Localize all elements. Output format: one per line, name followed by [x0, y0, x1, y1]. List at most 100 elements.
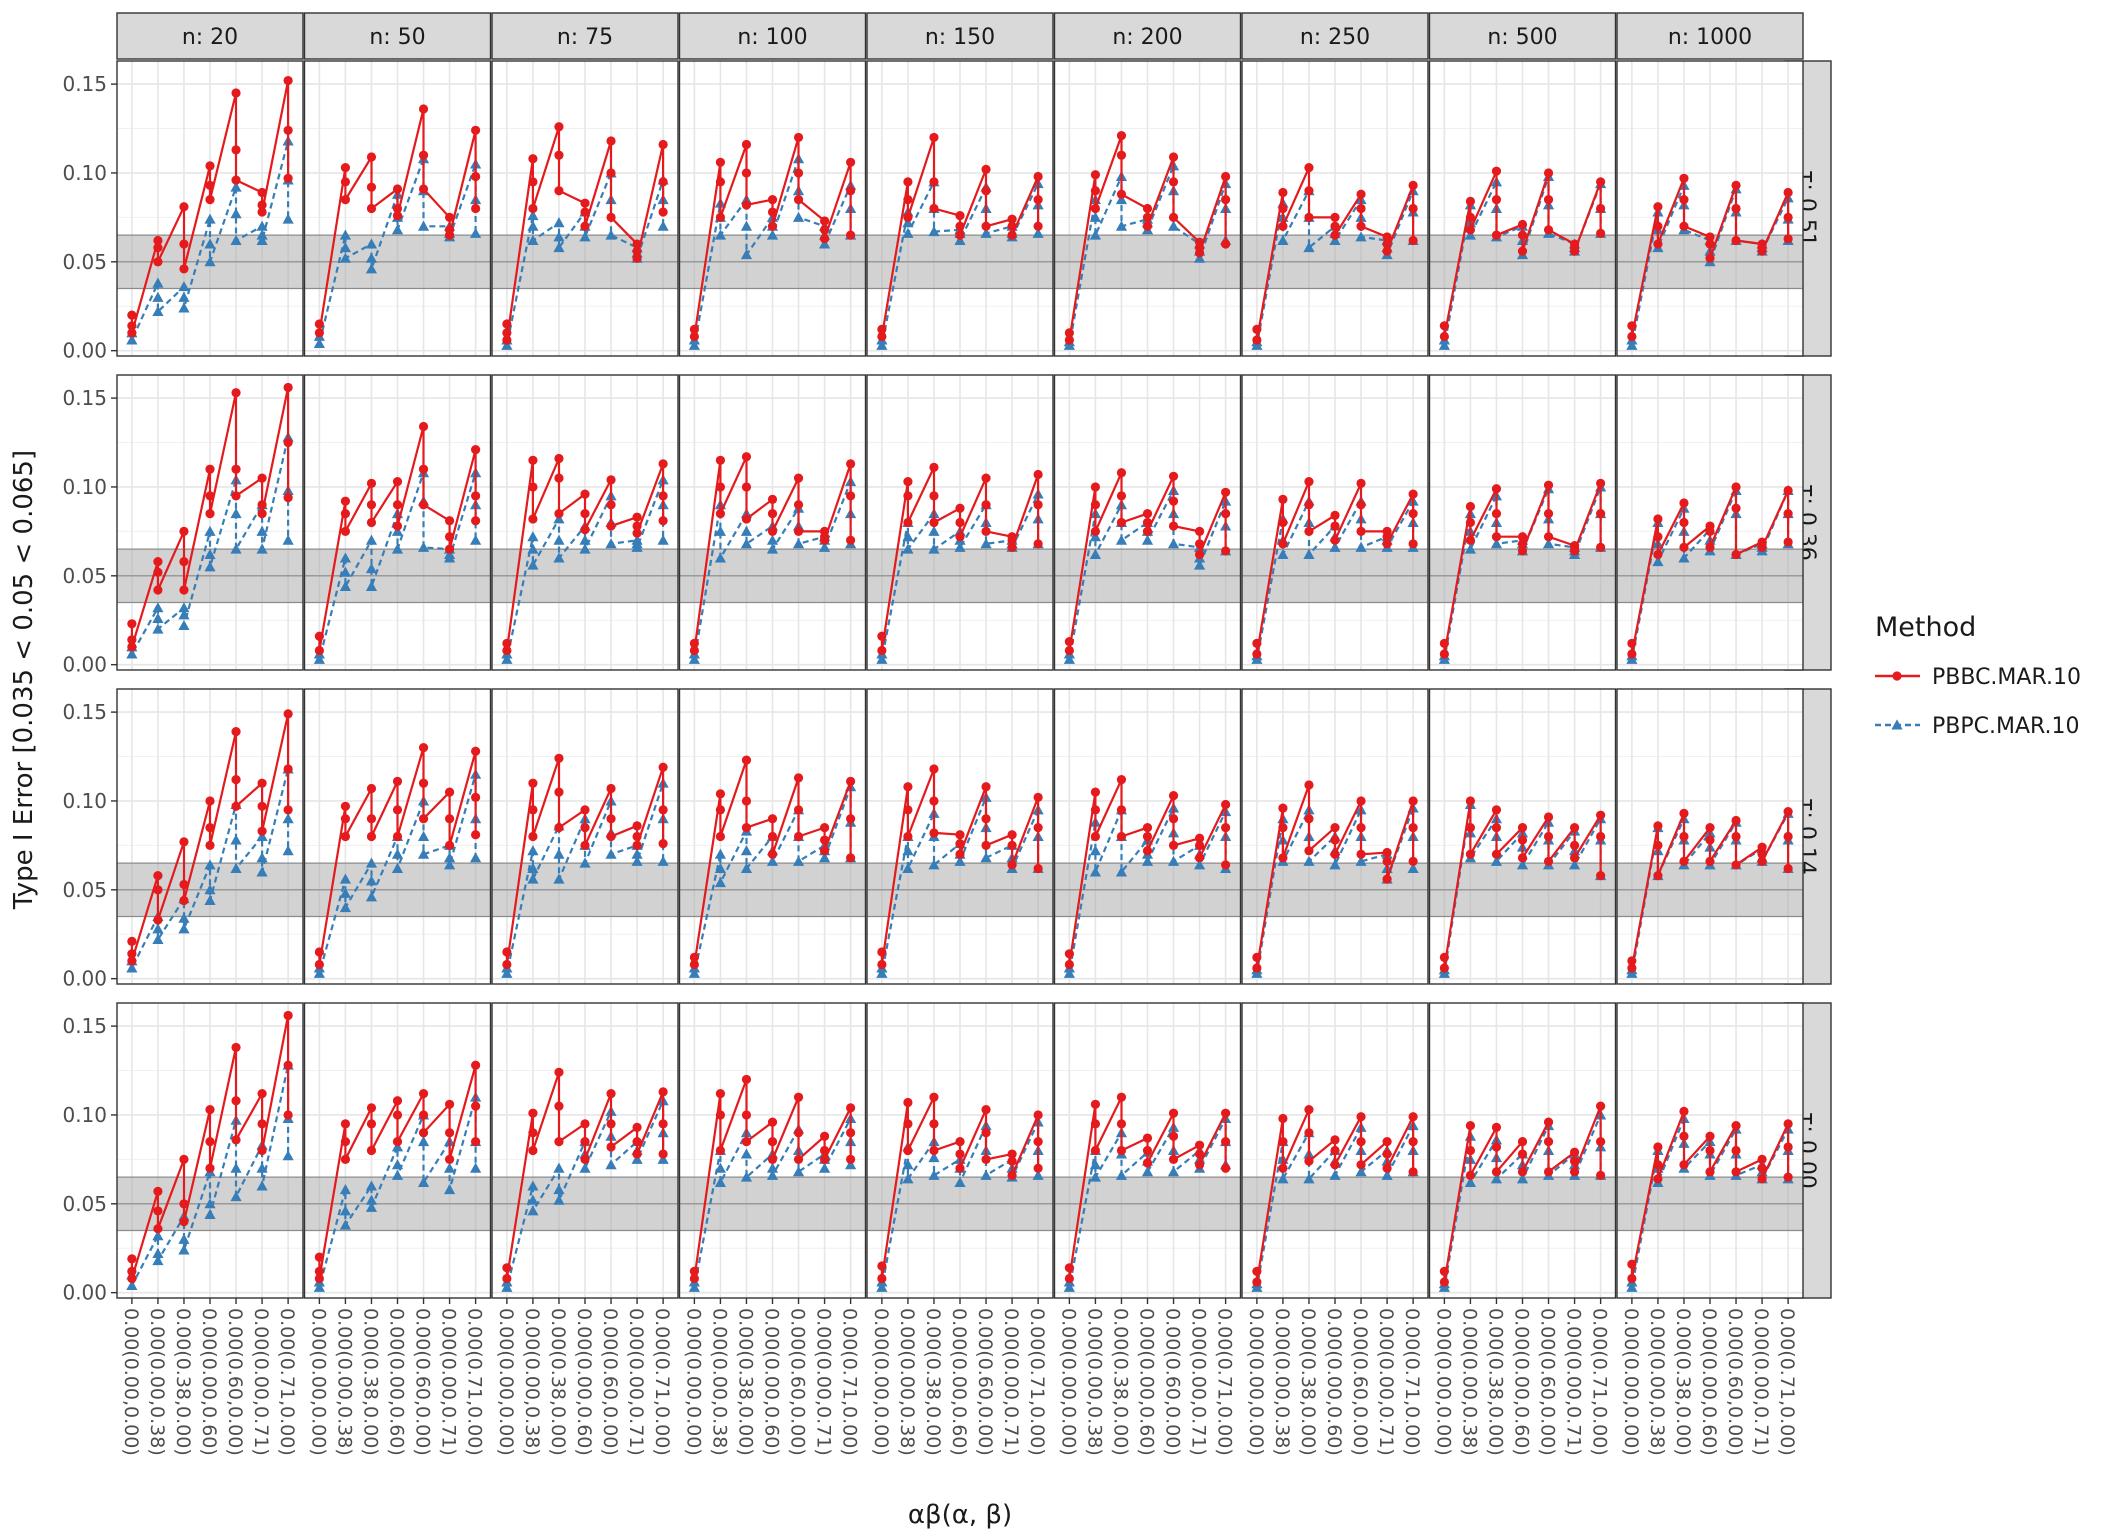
data-point-pbbc: [715, 805, 726, 815]
data-point-pbpc: [204, 525, 216, 536]
data-point-pbbc: [1408, 1112, 1418, 1122]
data-point-pbpc: [1626, 967, 1638, 978]
x-tick-label: 0.00(0.00,0.71): [1563, 1308, 1585, 1456]
data-point-pbbc: [1408, 1167, 1418, 1177]
data-point-pbbc: [205, 464, 215, 474]
data-point-pbpc: [1381, 1169, 1393, 1180]
data-point-pbbc: [1090, 1099, 1101, 1109]
data-point-pbbc: [444, 1128, 455, 1138]
data-point-pbbc: [1221, 195, 1231, 205]
data-point-pbbc: [1731, 235, 1741, 246]
data-point-pbbc: [1731, 815, 1741, 826]
data-point-pbpc: [339, 1219, 352, 1230]
data-point-pbbc: [793, 1154, 804, 1164]
data-point-pbbc: [1278, 853, 1288, 863]
data-point-pbbc: [1705, 239, 1715, 249]
data-point-pbpc: [1438, 1281, 1450, 1292]
data-point-pbbc: [1653, 1174, 1663, 1184]
panel: [1616, 688, 1804, 985]
data-point-pbbc: [793, 132, 804, 143]
data-point-pbbc: [314, 1252, 324, 1262]
panel-border: [1241, 374, 1429, 671]
data-point-pbbc: [1731, 503, 1741, 513]
x-tick-label: 0.00(0.60,0.00): [787, 1308, 809, 1456]
data-point-pbbc: [1194, 248, 1205, 258]
data-point-pbpc: [1032, 227, 1044, 238]
data-point-pbpc: [1251, 967, 1263, 978]
data-point-pbpc: [740, 525, 753, 536]
data-point-pbpc: [1089, 1171, 1102, 1182]
panel-border: [116, 688, 304, 985]
data-point-pbbc: [1330, 535, 1340, 545]
data-point-pbbc: [1491, 849, 1502, 859]
panel: [1241, 1002, 1429, 1299]
data-point-pbbc: [418, 150, 429, 160]
data-point-pbbc: [981, 186, 991, 196]
data-point-pbpc: [1438, 339, 1450, 350]
data-point-pbbc: [741, 1110, 752, 1120]
x-tick-label: 0.00(0.00,0.00): [120, 1308, 142, 1456]
data-point-pbbc: [903, 195, 913, 205]
data-point-pbbc: [392, 1110, 403, 1120]
data-point-pbbc: [205, 161, 215, 171]
data-point-pbbc: [502, 959, 512, 970]
data-point-pbbc: [580, 207, 590, 217]
x-tick-label: 0.00(0.38,0.00): [1109, 1308, 1131, 1456]
data-point-pbbc: [767, 1154, 778, 1164]
data-point-pbbc: [1679, 221, 1689, 231]
data-point-pbbc: [819, 535, 830, 545]
legend: Method PBBC.MAR.10 PBPC.MAR.10: [1875, 612, 2081, 739]
data-point-pbpc: [631, 541, 643, 552]
data-point-pbbc: [767, 526, 778, 536]
legend-title: Method: [1875, 612, 1976, 643]
data-point-pbbc: [257, 500, 267, 510]
data-point-pbbc: [1304, 814, 1314, 824]
data-point-pbbc: [366, 203, 377, 214]
data-point-pbbc: [1439, 952, 1449, 962]
data-point-pbbc: [205, 180, 215, 190]
panel: [1428, 374, 1617, 671]
y-tick-label: 0.00: [62, 653, 107, 677]
data-point-pbbc: [1705, 542, 1715, 552]
data-point-pbbc: [1252, 335, 1262, 345]
data-point-pbbc: [1596, 1137, 1606, 1147]
data-point-pbbc: [846, 1103, 856, 1113]
panel-border: [866, 688, 1054, 985]
data-point-pbbc: [1194, 526, 1205, 536]
data-point-pbbc: [1679, 831, 1689, 842]
data-point-pbbc: [846, 814, 856, 824]
data-point-pbpc: [339, 229, 352, 240]
data-point-pbbc: [1221, 487, 1231, 497]
data-point-pbpc: [553, 1162, 565, 1173]
col-strip-label: n: 500: [1487, 25, 1557, 50]
data-point-pbbc: [205, 491, 215, 501]
data-point-pbbc: [1356, 1112, 1366, 1122]
panel: [678, 688, 867, 985]
panel-border: [303, 374, 492, 671]
data-point-pbbc: [1517, 823, 1528, 833]
data-point-pbbc: [1007, 840, 1017, 850]
x-tick-label: 0.00(0.71,0.00): [651, 1308, 673, 1456]
data-point-pbbc: [846, 853, 856, 863]
x-tick-label: 0.00(0.00,0.00): [495, 1308, 517, 1456]
data-point-pbbc: [1330, 510, 1340, 520]
data-point-pbbc: [1304, 526, 1314, 536]
data-point-pbbc: [1356, 823, 1366, 833]
data-point-pbpc: [313, 967, 325, 978]
data-point-pbbc: [1330, 849, 1340, 859]
data-point-pbbc: [1569, 853, 1580, 863]
data-point-pbbc: [1382, 239, 1392, 249]
data-point-pbbc: [127, 949, 137, 959]
data-point-pbbc: [205, 1137, 215, 1147]
data-point-pbbc: [1007, 230, 1017, 240]
data-point-pbbc: [1783, 537, 1793, 547]
data-point-pbbc: [1007, 1156, 1017, 1166]
data-point-pbpc: [818, 238, 831, 249]
x-axis-title: αβ(α, β): [908, 1500, 1012, 1530]
y-tick-label: 0.05: [62, 878, 107, 902]
data-point-pbbc: [1783, 1119, 1793, 1129]
x-tick-label: 0.00(0.60,0.00): [1537, 1308, 1559, 1456]
data-point-pbbc: [1757, 542, 1767, 552]
panel: [1241, 374, 1429, 671]
panel: [678, 60, 867, 357]
